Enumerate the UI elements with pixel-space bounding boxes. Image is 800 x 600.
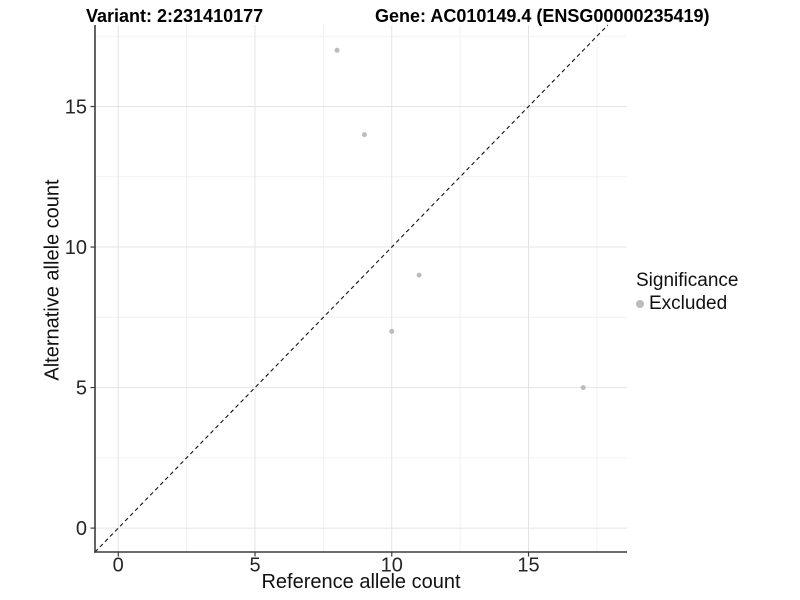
legend: Significance Excluded [634, 270, 738, 315]
identity-reference-line-group [94, 24, 609, 553]
x-tick-label: 15 [517, 555, 539, 577]
data-point [580, 385, 586, 391]
y-tick-label: 5 [76, 378, 87, 400]
minor-gridlines [95, 25, 627, 552]
data-points-group [334, 47, 586, 391]
legend-title: Significance [636, 270, 739, 291]
major-gridlines [95, 25, 627, 552]
tick-labels-group: 0 5 10 15 0 5 10 15 [65, 97, 540, 577]
axes-group [90, 25, 627, 557]
identity-dashed-line [94, 24, 609, 553]
legend-item-excluded: Excluded [634, 293, 738, 315]
variant-title: Variant: 2:231410177 [86, 6, 264, 26]
x-tick-label: 0 [113, 555, 124, 577]
x-tick-label: 5 [249, 555, 260, 577]
legend-item-label: Excluded [649, 293, 728, 314]
data-point [334, 47, 340, 53]
y-axis-title: Alternative allele count [41, 179, 64, 381]
y-tick-label: 0 [76, 518, 87, 540]
gene-title: Gene: AC010149.4 (ENSG00000235419) [375, 6, 710, 26]
x-tick-label: 10 [381, 555, 403, 577]
data-point [361, 132, 367, 138]
y-tick-label: 15 [65, 97, 87, 119]
y-tick-label: 10 [65, 237, 87, 259]
data-point [389, 328, 395, 334]
x-axis-title: Reference allele count [261, 571, 461, 593]
data-point [416, 272, 422, 278]
excluded-point-icon [636, 300, 644, 308]
